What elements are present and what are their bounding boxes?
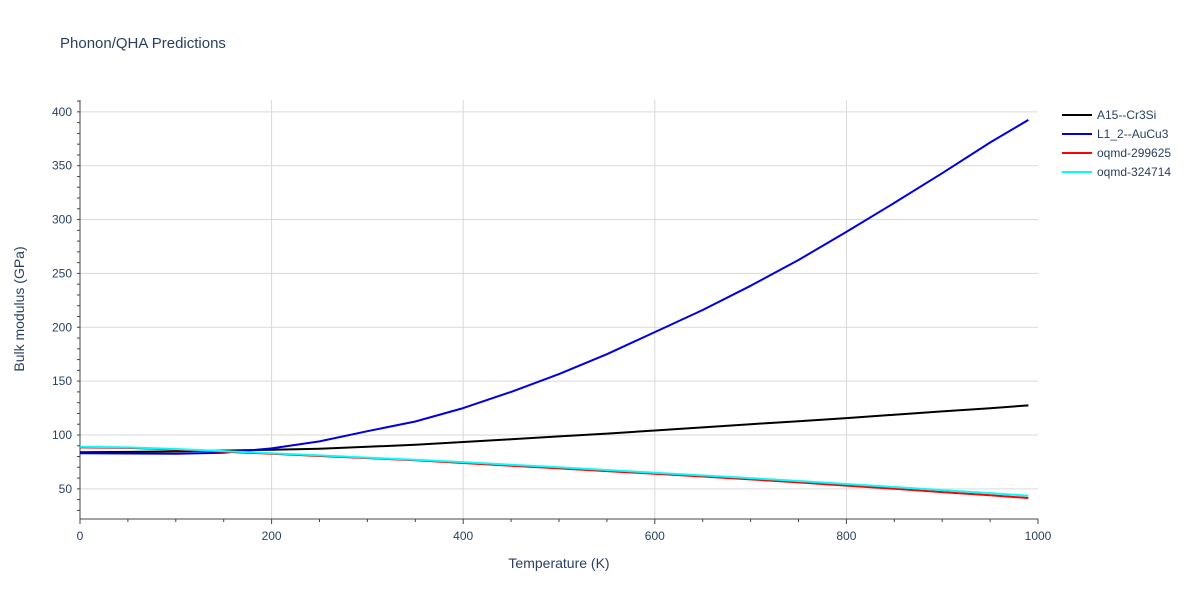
x-tick-label: 800 — [836, 529, 856, 543]
grid-lines — [80, 100, 1038, 519]
x-tick-label: 600 — [645, 529, 665, 543]
y-tick-label: 100 — [52, 428, 72, 442]
series-line-oqmd-324714 — [79, 445, 1029, 497]
axes: 0 200 400 600 800 1000 50 100 150 200 250 300 350 400 — [52, 100, 1052, 543]
y-tick-label: 200 — [52, 320, 72, 334]
chart-title: Phonon/QHA Predictions — [60, 35, 226, 52]
x-tick-label: 1000 — [1025, 529, 1052, 543]
series-line-oqmd-299625 — [79, 446, 1029, 499]
legend-label: oqmd-324714 — [1097, 165, 1171, 179]
legend-label: oqmd-299625 — [1097, 146, 1171, 160]
series-line-L1_2--AuCu3 — [79, 119, 1029, 455]
y-tick-label: 350 — [52, 159, 72, 173]
legend-label: A15--Cr3Si — [1097, 108, 1156, 122]
x-tick-label: 400 — [453, 529, 473, 543]
legend: A15--Cr3Si L1_2--AuCu3 oqmd-299625 oqmd-324… — [1062, 108, 1171, 179]
legend-label: L1_2--AuCu3 — [1097, 127, 1169, 141]
y-tick-label: 150 — [52, 374, 72, 388]
series-line-A15--Cr3Si — [79, 404, 1029, 454]
y-tick-label: 250 — [52, 266, 72, 280]
x-tick-label: 0 — [77, 529, 84, 543]
x-tick-label: 200 — [262, 529, 282, 543]
series-lines — [79, 119, 1029, 499]
y-tick-label: 300 — [52, 213, 72, 227]
y-tick-label: 400 — [52, 105, 72, 119]
x-axis-title: Temperature (K) — [508, 555, 609, 571]
y-axis-title: Bulk modulus (GPa) — [11, 246, 27, 371]
y-tick-label: 50 — [59, 482, 73, 496]
